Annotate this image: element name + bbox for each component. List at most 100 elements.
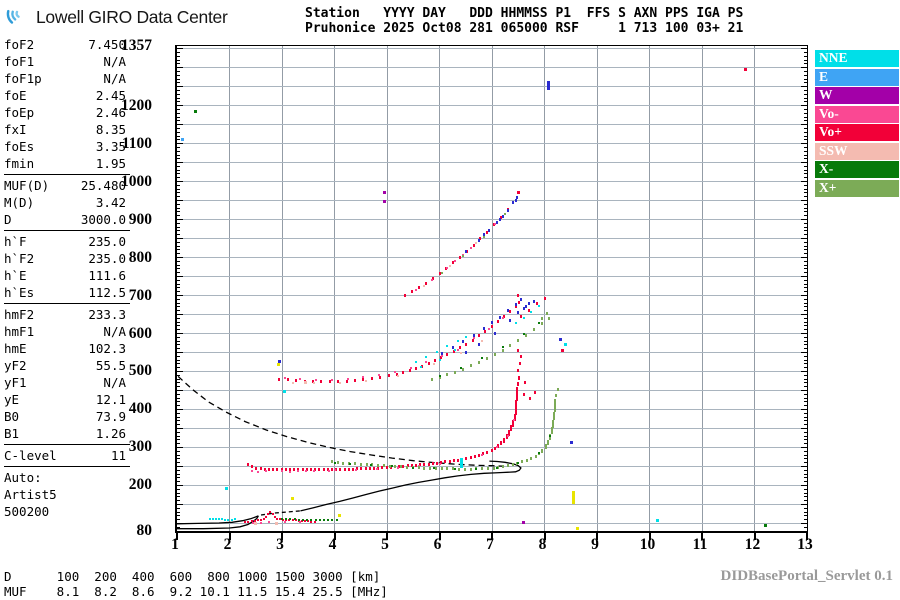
param-value: 73.9 bbox=[95, 409, 126, 424]
y-axis-tick bbox=[177, 234, 180, 236]
y-axis-tick bbox=[177, 291, 180, 293]
data-point bbox=[265, 470, 268, 472]
y-axis-tick bbox=[804, 329, 807, 331]
x-axis-label: 10 bbox=[639, 536, 656, 553]
horizontal-gridline bbox=[177, 389, 807, 391]
x-axis-tick bbox=[176, 533, 178, 540]
data-point bbox=[452, 349, 455, 353]
y-axis-tick bbox=[804, 264, 807, 266]
param-row: D 3000.0 bbox=[4, 211, 126, 228]
data-point bbox=[267, 467, 270, 471]
data-point bbox=[506, 208, 509, 212]
data-point bbox=[391, 465, 394, 468]
data-point bbox=[454, 349, 457, 352]
data-point bbox=[512, 201, 514, 205]
data-point bbox=[382, 199, 386, 203]
y-axis-tick bbox=[801, 276, 807, 278]
data-point bbox=[465, 342, 468, 346]
y-axis-tick bbox=[177, 127, 180, 129]
data-point bbox=[477, 334, 480, 338]
data-point bbox=[763, 523, 767, 527]
data-point bbox=[433, 359, 436, 363]
data-point bbox=[286, 378, 289, 382]
y-axis-tick bbox=[177, 241, 180, 243]
servlet-version-label: DIDBasePortal_Servlet 0.1 bbox=[720, 568, 893, 584]
divider bbox=[4, 303, 130, 304]
y-axis-tick bbox=[177, 211, 180, 213]
data-point bbox=[414, 366, 417, 370]
data-point bbox=[330, 468, 333, 471]
y-axis-tick bbox=[177, 150, 180, 152]
data-point bbox=[470, 364, 472, 368]
param-label: MUF(D) bbox=[4, 178, 50, 193]
y-axis-tick bbox=[177, 169, 180, 171]
data-point bbox=[463, 467, 466, 471]
y-axis-tick bbox=[177, 477, 180, 479]
y-axis-tick bbox=[804, 469, 807, 471]
y-axis-tick bbox=[804, 260, 807, 262]
data-point bbox=[255, 466, 258, 470]
data-point bbox=[743, 68, 747, 71]
y-axis-tick bbox=[804, 74, 807, 76]
horizontal-gridline bbox=[177, 219, 807, 221]
data-point bbox=[472, 243, 475, 247]
data-point bbox=[335, 518, 338, 521]
y-axis-tick bbox=[801, 484, 807, 486]
data-point bbox=[441, 354, 444, 357]
data-point bbox=[409, 367, 412, 370]
y-axis-tick bbox=[177, 158, 180, 160]
horizontal-gridline bbox=[177, 351, 807, 353]
param-label: M(D) bbox=[4, 195, 35, 210]
param-label: h`F2 bbox=[4, 251, 35, 266]
data-point bbox=[254, 521, 258, 525]
data-point bbox=[393, 371, 396, 374]
y-axis-label: 1200 bbox=[121, 96, 152, 114]
data-point bbox=[522, 392, 525, 396]
data-point bbox=[486, 230, 489, 234]
param-label: foF1 bbox=[4, 54, 35, 69]
data-point bbox=[473, 454, 476, 458]
lowell-giro-logo: Lowell GIRO Data Center bbox=[6, 4, 228, 30]
vertical-gridline bbox=[334, 46, 335, 531]
y-axis-tick bbox=[801, 67, 807, 69]
data-point bbox=[299, 378, 302, 381]
data-point bbox=[547, 439, 550, 445]
y-axis-tick bbox=[804, 302, 807, 304]
data-point bbox=[345, 379, 348, 383]
data-point bbox=[301, 468, 304, 472]
y-axis-tick bbox=[177, 279, 180, 281]
data-point bbox=[555, 393, 558, 397]
y-axis-tick bbox=[804, 306, 807, 308]
data-point bbox=[457, 467, 460, 471]
y-axis-tick bbox=[804, 154, 807, 156]
data-point bbox=[519, 314, 522, 318]
y-axis-tick bbox=[804, 283, 807, 285]
param-value: 112.5 bbox=[88, 285, 126, 300]
y-axis-tick bbox=[804, 416, 807, 418]
param-label: h`F bbox=[4, 234, 27, 249]
vertical-gridline bbox=[754, 46, 755, 531]
y-axis-tick bbox=[804, 443, 807, 445]
data-point bbox=[370, 376, 373, 380]
data-point bbox=[514, 303, 517, 307]
data-point bbox=[509, 344, 512, 348]
data-point bbox=[548, 435, 551, 438]
y-axis-label: 1100 bbox=[121, 134, 152, 152]
data-point bbox=[339, 468, 342, 471]
x-axis-label: 3 bbox=[276, 536, 284, 553]
y-axis-tick bbox=[177, 363, 180, 365]
data-point bbox=[427, 362, 430, 365]
data-point bbox=[475, 242, 478, 245]
data-point bbox=[472, 333, 475, 337]
data-point bbox=[546, 312, 549, 316]
y-axis-tick bbox=[177, 348, 180, 350]
y-axis-tick bbox=[177, 101, 180, 103]
y-axis-tick bbox=[804, 135, 807, 137]
data-point bbox=[515, 393, 518, 402]
data-point bbox=[514, 321, 517, 324]
data-point bbox=[315, 379, 318, 382]
x-axis-tick bbox=[281, 533, 283, 540]
data-point bbox=[575, 526, 579, 530]
data-point bbox=[431, 461, 434, 465]
divider bbox=[4, 466, 130, 467]
